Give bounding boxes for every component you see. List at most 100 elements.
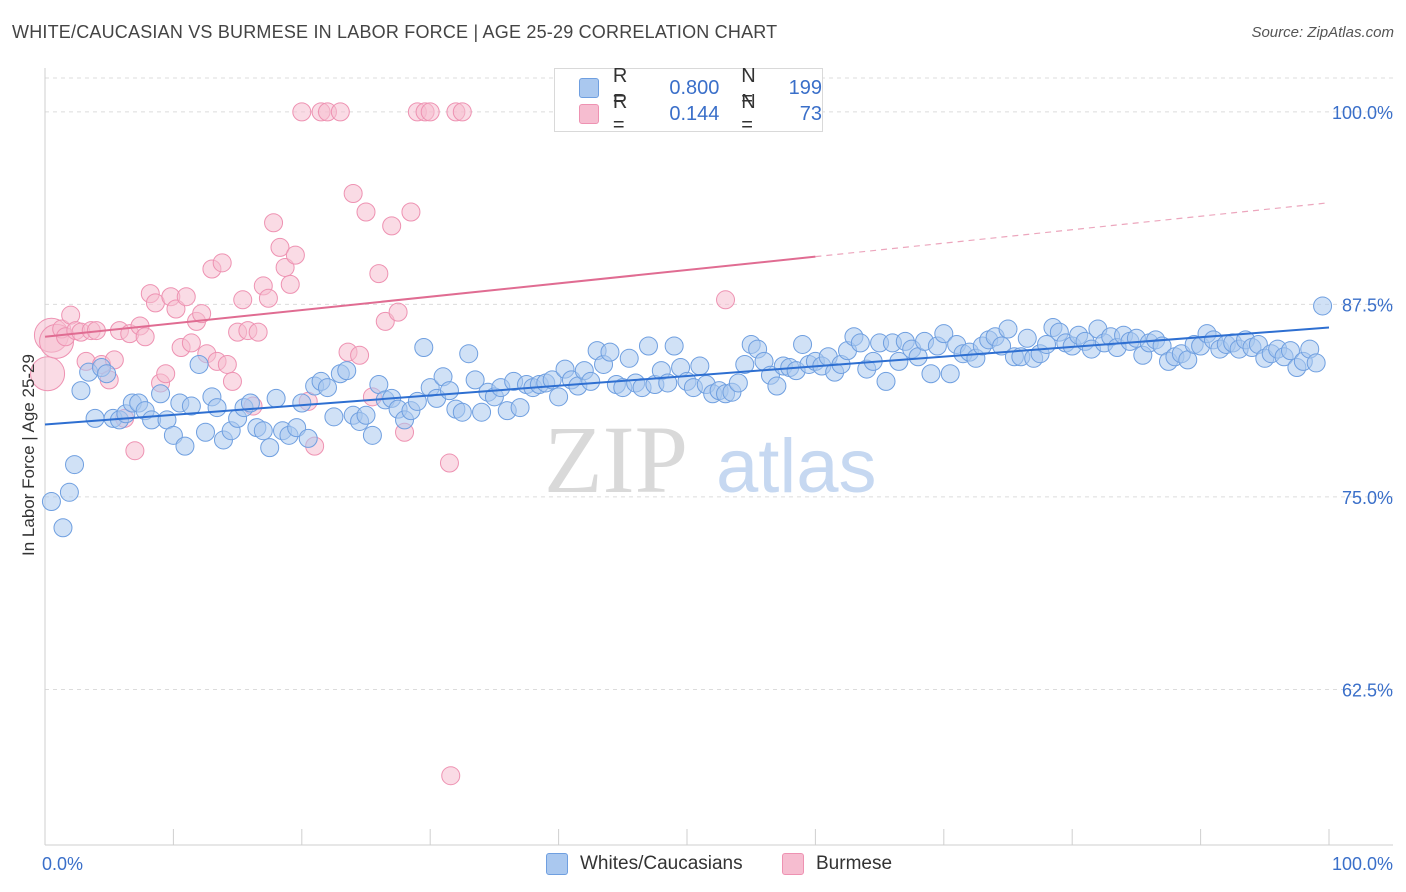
burmese-point xyxy=(248,322,268,342)
x-tick-label: 0.0% xyxy=(42,854,83,874)
whites-point xyxy=(337,361,357,381)
burmese-trend-extension xyxy=(815,202,1330,258)
whites-point xyxy=(1280,341,1300,361)
burmese-point xyxy=(452,102,472,122)
y-tick-label: 87.5% xyxy=(1342,295,1393,315)
whites-point xyxy=(992,336,1012,356)
burmese-point xyxy=(285,245,305,265)
legend-r-label: R = xyxy=(612,65,628,110)
legend-n-label: N = xyxy=(741,65,756,110)
whites-point xyxy=(542,370,562,390)
whites-point xyxy=(253,421,273,441)
legend-r-value: 0.144 xyxy=(669,102,720,125)
bottom-legend-burmese: Burmese xyxy=(782,852,892,876)
y-tick-label: 62.5% xyxy=(1342,680,1393,700)
whites-point xyxy=(793,334,813,354)
whites-point xyxy=(181,396,201,416)
legend-swatch-burmese xyxy=(579,104,599,124)
whites-point xyxy=(292,393,312,413)
trend-layer xyxy=(44,202,1330,426)
whites-point xyxy=(934,324,954,344)
y-tick-label: 75.0% xyxy=(1342,488,1393,508)
burmese-trend-line xyxy=(44,255,816,338)
burmese-point xyxy=(125,441,145,461)
whites-point xyxy=(298,428,318,448)
whites-point xyxy=(638,336,658,356)
burmese-point xyxy=(222,371,242,391)
burmese-point xyxy=(716,290,736,310)
burmese-point xyxy=(401,202,421,222)
legend-n-value: 199 xyxy=(788,76,822,99)
whites-point xyxy=(414,338,434,358)
x-tick-label: 100.0% xyxy=(1332,854,1393,874)
legend-n-value: 73 xyxy=(799,102,822,125)
legend-r-value: 0.800 xyxy=(669,76,720,99)
chart-source: Source: ZipAtlas.com xyxy=(1251,24,1394,41)
bottom-legend-swatch-burmese xyxy=(782,853,804,875)
watermark-atlas: atlas xyxy=(716,424,877,509)
burmese-point xyxy=(350,345,370,365)
burmese-point xyxy=(382,216,402,236)
watermark-zip: ZIP xyxy=(544,406,688,513)
burmese-point xyxy=(280,274,300,294)
axis-layer xyxy=(44,68,1393,846)
whites-point xyxy=(1017,328,1037,348)
burmese-point xyxy=(192,304,212,324)
whites-point xyxy=(175,436,195,456)
whites-point xyxy=(735,354,755,374)
whites-point xyxy=(767,376,787,396)
burmese-point xyxy=(343,184,363,204)
legend-row-burmese: R = 0.144 N = 73 xyxy=(579,91,822,136)
whites-point xyxy=(439,381,459,401)
points-layer xyxy=(30,102,1333,786)
whites-point xyxy=(151,384,171,404)
whites-point xyxy=(465,370,485,390)
whites-point xyxy=(59,482,79,502)
bottom-legend-label-whites: Whites/Caucasians xyxy=(580,853,743,874)
bottom-legend-whites: Whites/Caucasians xyxy=(546,852,743,876)
burmese-point xyxy=(156,364,176,384)
whites-point xyxy=(581,371,601,391)
whites-point xyxy=(41,492,61,512)
whites-point xyxy=(1313,296,1333,316)
burmese-point xyxy=(233,290,253,310)
whites-point xyxy=(317,378,337,398)
whites-point xyxy=(260,438,280,458)
burmese-point xyxy=(441,766,461,786)
burmese-point xyxy=(135,327,155,347)
whites-point xyxy=(728,373,748,393)
burmese-point xyxy=(292,102,312,122)
chart-title: WHITE/CAUCASIAN VS BURMESE IN LABOR FORC… xyxy=(12,22,778,42)
whites-point xyxy=(940,364,960,384)
burmese-point xyxy=(30,356,66,392)
whites-point xyxy=(459,344,479,364)
whites-point xyxy=(600,342,620,362)
y-tick-label: 100.0% xyxy=(1332,103,1393,123)
burmese-point xyxy=(212,253,232,273)
whites-point xyxy=(921,364,941,384)
whites-point xyxy=(452,402,472,422)
burmese-point xyxy=(181,333,201,353)
labels-layer: 62.5% 75.0% 87.5% 100.0% 0.0% 100.0% xyxy=(42,103,1393,874)
whites-point xyxy=(207,398,227,418)
whites-trend-line xyxy=(44,326,1330,426)
legend-n-label: N = xyxy=(741,91,756,136)
burmese-point xyxy=(330,102,350,122)
whites-point xyxy=(876,371,896,391)
whites-point xyxy=(324,407,344,427)
whites-point xyxy=(240,393,260,413)
legend-r-label: R = xyxy=(612,91,628,136)
burmese-point xyxy=(176,287,196,307)
burmese-point xyxy=(166,299,186,319)
burmese-point xyxy=(375,311,395,331)
whites-point xyxy=(690,356,710,376)
whites-point xyxy=(189,354,209,374)
whites-point xyxy=(619,348,639,368)
burmese-point xyxy=(270,237,290,257)
whites-point xyxy=(362,425,382,445)
y-axis-label: In Labor Force | Age 25-29 xyxy=(19,354,38,556)
whites-point xyxy=(356,405,376,425)
whites-point xyxy=(472,402,492,422)
burmese-point xyxy=(369,264,389,284)
